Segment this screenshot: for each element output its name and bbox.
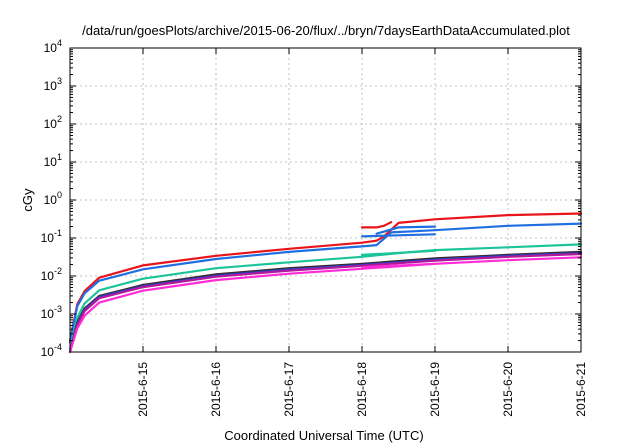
series-line-7 <box>360 249 437 256</box>
series-line-3 <box>68 222 583 344</box>
grid-layer <box>70 48 581 352</box>
x-axis-label: Coordinated Universal Time (UTC) <box>224 428 423 443</box>
y-axis-label: cGy <box>20 188 35 212</box>
x-tick-label: 2015-6-19 <box>428 362 442 417</box>
series-layer <box>68 212 583 354</box>
y-tick-label: 102 <box>44 114 62 131</box>
series-line-5 <box>375 225 437 235</box>
x-tick-label: 2015-6-16 <box>209 362 223 417</box>
y-tick-label: 10-2 <box>41 266 62 283</box>
series-line-11 <box>68 256 583 354</box>
y-tick-label: 100 <box>44 190 62 207</box>
y-tick-label: 10-4 <box>41 342 62 359</box>
x-tick-label: 2015-6-20 <box>501 362 515 417</box>
x-tick-label: 2015-6-21 <box>574 362 588 417</box>
series-line-2 <box>360 221 393 229</box>
x-tick-label: 2015-6-15 <box>136 362 150 417</box>
y-tick-label: 101 <box>44 152 62 169</box>
series-line-1 <box>68 212 583 342</box>
series-line-4 <box>360 233 437 238</box>
tick-layer: 10-4 10-3 10-2 10-1 100 101 102 103 104 2015-6-15… <box>41 38 588 417</box>
series-line-6 <box>68 243 583 351</box>
series-line-10 <box>68 252 583 354</box>
y-tick-label: 103 <box>44 76 62 93</box>
y-tick-label: 104 <box>44 38 62 55</box>
x-tick-label: 2015-6-17 <box>282 362 296 417</box>
series-line-12 <box>360 262 437 269</box>
y-tick-label: 10-1 <box>41 228 62 245</box>
x-tick-label: 2015-6-18 <box>355 362 369 417</box>
chart-title: /data/run/goesPlots/archive/2015-06-20/f… <box>82 23 570 38</box>
y-tick-label: 10-3 <box>41 304 62 321</box>
